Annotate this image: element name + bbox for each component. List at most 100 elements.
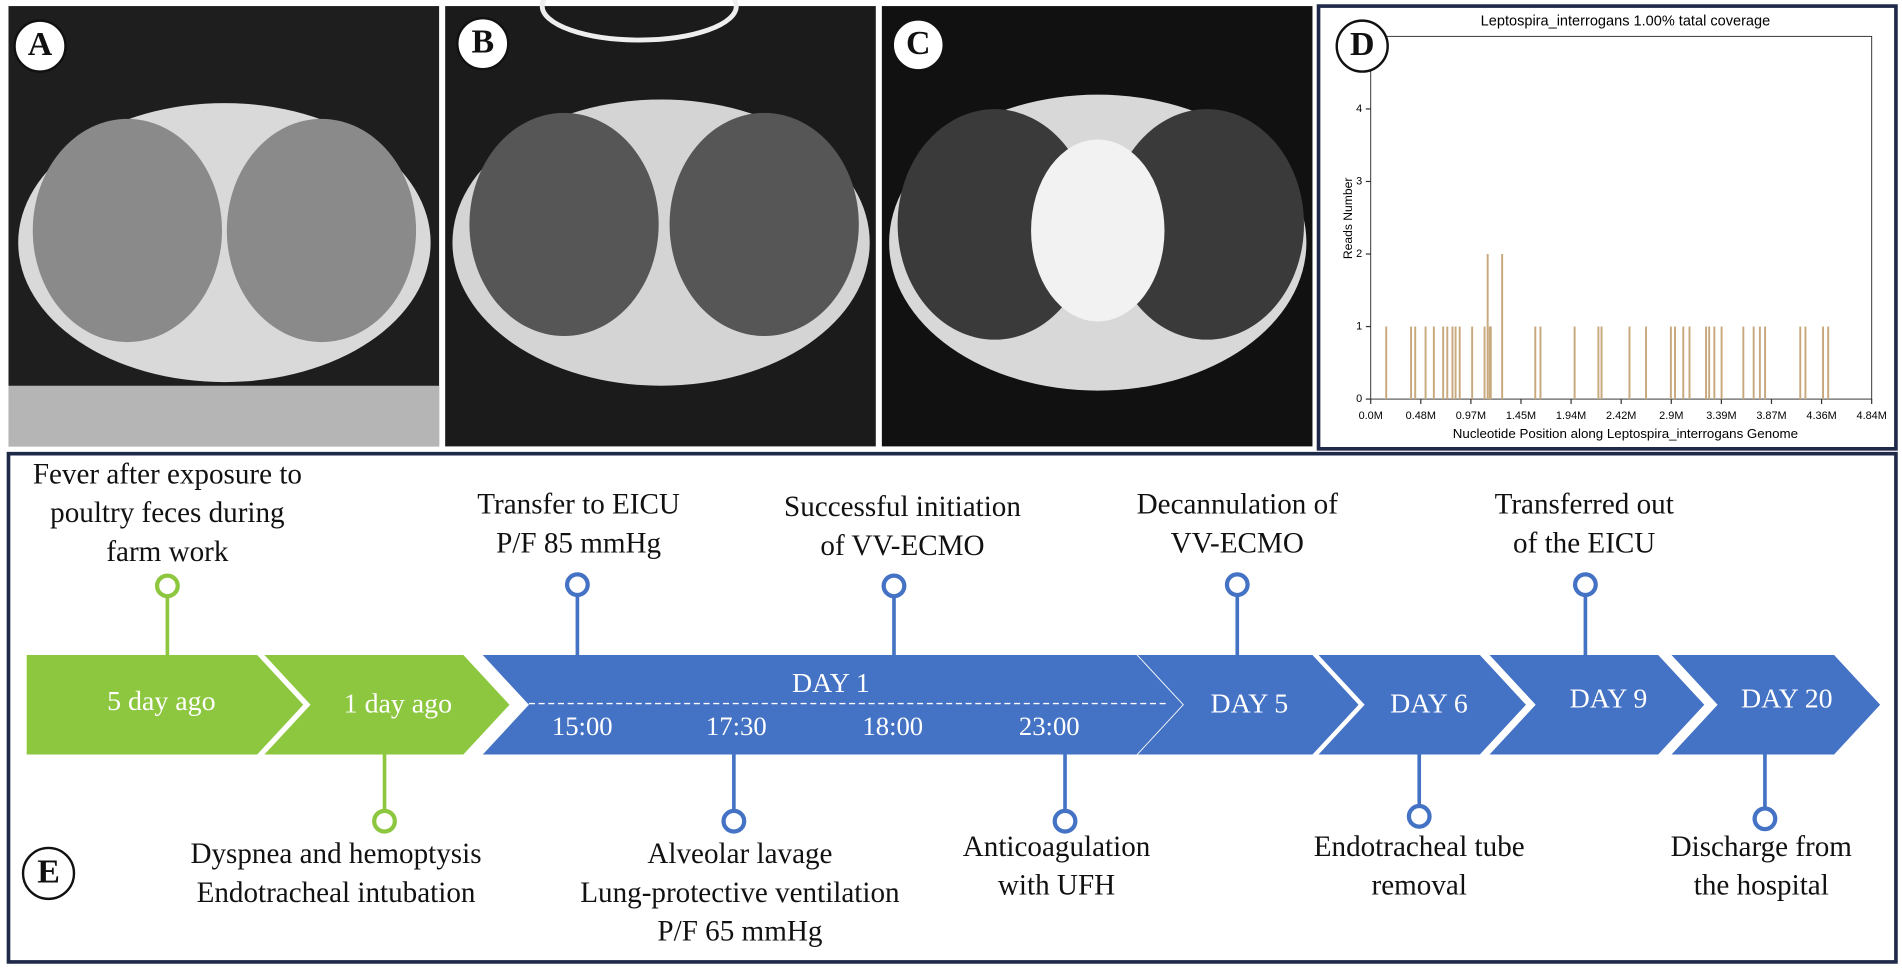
x-tick-label: 0.0M [1359, 410, 1383, 422]
event-label: P/F 85 mmHg [496, 528, 661, 560]
bar [1600, 326, 1603, 400]
event-label: Alveolar lavage [647, 838, 832, 870]
pin-head [564, 572, 590, 598]
event-label: Decannulation of [1137, 489, 1339, 521]
chart-title: Leptospira_interrogans 1.00% tatal cover… [1481, 14, 1771, 30]
ct-lung [226, 118, 417, 343]
bar [1804, 326, 1807, 400]
panel-badge [1335, 19, 1389, 73]
bar [1458, 326, 1461, 400]
panel-badge [21, 846, 76, 901]
bar [1669, 326, 1672, 400]
bar [1628, 326, 1631, 400]
panel-badge [13, 19, 67, 73]
x-tick-label: 2.42M [1606, 410, 1636, 422]
event-label: VV-ECMO [1171, 528, 1304, 560]
stage-label: DAY 6 [1390, 688, 1468, 719]
stage-label: DAY 5 [1211, 688, 1289, 719]
x-tick-label: 3.39M [1706, 410, 1736, 422]
y-tick-label: 1 [1356, 320, 1362, 332]
bar [1454, 326, 1457, 400]
x-tick-label: 4.36M [1806, 410, 1836, 422]
x-tick-label: 4.84M [1857, 410, 1887, 422]
bar [1442, 326, 1445, 400]
panel-badge [456, 16, 510, 71]
event-label: Transferred out [1495, 489, 1674, 521]
event-label: Lung-protective ventilation [580, 877, 900, 909]
event-label: the hospital [1694, 870, 1829, 902]
event-label: of the EICU [1513, 528, 1655, 560]
bar [1682, 326, 1685, 400]
bar [1752, 326, 1755, 400]
y-tick-label: 2 [1356, 248, 1362, 260]
timeline-arrow [264, 655, 510, 755]
timeline-arrow [1137, 655, 1359, 755]
x-tick-label: 3.87M [1756, 410, 1786, 422]
event-label: poultry feces during [50, 497, 284, 529]
y-tick-label: 3 [1356, 175, 1362, 187]
bar [1705, 326, 1708, 400]
event-label: Dyspnea and hemoptysis [190, 838, 481, 870]
ct-lung [1109, 109, 1304, 340]
pin-head [1406, 803, 1432, 829]
panel-label: D [1350, 26, 1375, 63]
bar [1764, 326, 1767, 400]
pin-head [1052, 808, 1078, 834]
event-label: Anticoagulation [963, 831, 1151, 863]
bar [1432, 326, 1435, 400]
event-label: Discharge from [1671, 831, 1853, 863]
pin-head [372, 808, 397, 834]
bar [1410, 326, 1413, 400]
bar [1483, 326, 1486, 400]
stage-label: DAY 1 [792, 668, 870, 699]
panel-label: C [906, 25, 931, 62]
y-axis-label: Reads Number [1341, 178, 1355, 260]
pin-head [1572, 572, 1598, 598]
bar [1486, 254, 1489, 400]
stage-label: 5 day ago [107, 686, 215, 717]
event-label: Endotracheal tube [1314, 831, 1525, 863]
panel-label: E [37, 853, 60, 890]
panel-badge [891, 18, 945, 72]
timeline-arrow [26, 655, 304, 755]
y-tick-label: 4 [1356, 103, 1362, 115]
bar [1742, 326, 1745, 400]
x-tick-label: 0.48M [1406, 410, 1436, 422]
y-tick-label: 0 [1356, 393, 1362, 405]
bar [1414, 326, 1417, 400]
time-label: 23:00 [1019, 711, 1080, 741]
bar [1822, 326, 1824, 400]
bar [1424, 326, 1427, 400]
bar [1597, 326, 1600, 400]
bar [1451, 326, 1454, 400]
bar [1539, 326, 1542, 400]
stage-label: DAY 9 [1570, 684, 1648, 715]
bar [1799, 326, 1802, 400]
pin-head [1752, 806, 1778, 832]
bar [1708, 326, 1711, 400]
ct-lung [469, 112, 659, 337]
ct-panels [8, 0, 1313, 447]
event-label: Successful initiation [784, 491, 1021, 523]
x-tick-label: 1.94M [1556, 410, 1586, 422]
pin-head [721, 808, 747, 834]
ct-mediastinum [1031, 139, 1165, 322]
bar [1501, 254, 1504, 400]
stage-label: DAY 20 [1741, 684, 1833, 715]
bar [1720, 326, 1723, 400]
pin-head [881, 573, 907, 599]
x-tick-label: 0.97M [1456, 410, 1486, 422]
event-label: Endotracheal intubation [197, 877, 476, 909]
ct-lung [32, 118, 222, 343]
event-label: farm work [106, 536, 228, 568]
event-label: of VV-ECMO [820, 530, 984, 562]
bar [1489, 326, 1492, 400]
bar [1645, 326, 1648, 400]
bar [1713, 326, 1716, 400]
event-label: with UFH [998, 870, 1115, 902]
x-tick-label: 1.45M [1506, 410, 1536, 422]
ct-lung [669, 112, 859, 337]
bar [1471, 326, 1474, 400]
